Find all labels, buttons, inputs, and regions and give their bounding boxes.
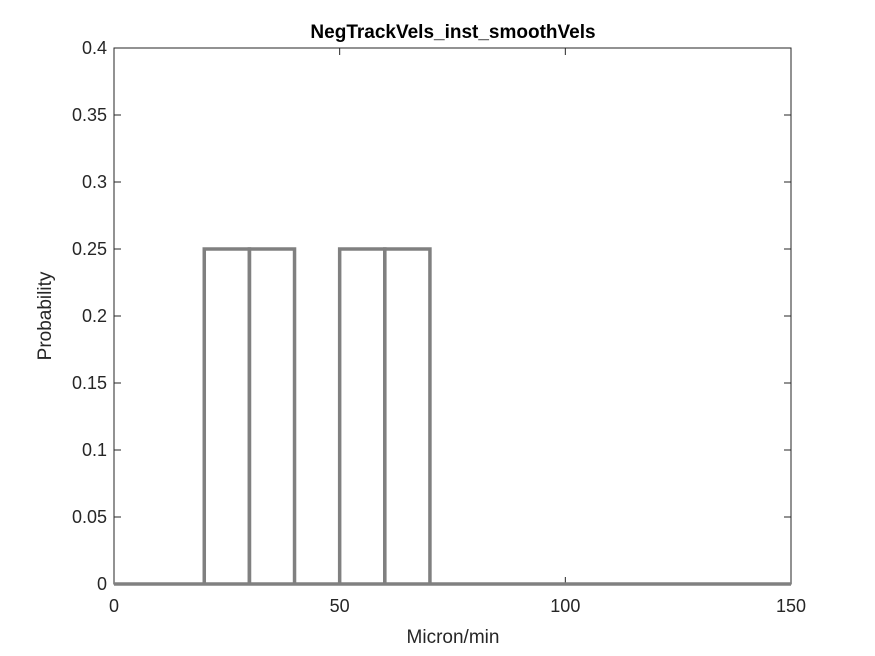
y-tick-label: 0.15 bbox=[72, 373, 107, 393]
x-tick-label: 50 bbox=[330, 596, 350, 616]
y-tick-label: 0.3 bbox=[82, 172, 107, 192]
y-tick-label: 0.25 bbox=[72, 239, 107, 259]
y-tick-label: 0.35 bbox=[72, 105, 107, 125]
x-tick-label: 150 bbox=[776, 596, 806, 616]
histogram-bar bbox=[383, 247, 432, 584]
y-tick-label: 0.2 bbox=[82, 306, 107, 326]
x-axis-label: Micron/min bbox=[407, 627, 500, 648]
x-tick-label: 100 bbox=[550, 596, 580, 616]
y-tick-label: 0.05 bbox=[72, 507, 107, 527]
chart-title: NegTrackVels_inst_smoothVels bbox=[310, 22, 595, 43]
plot-area: 0 50 100 150 0 0.05 0.1 0.15 0.2 0.25 0.3 0.35 0.4 bbox=[72, 38, 806, 616]
y-tick-label: 0 bbox=[97, 574, 107, 594]
histogram-bar bbox=[247, 247, 297, 584]
y-axis-label: Probability bbox=[35, 271, 56, 360]
x-tick-label: 0 bbox=[109, 596, 119, 616]
y-tick-label: 0.4 bbox=[82, 38, 107, 58]
y-tick-label: 0.1 bbox=[82, 440, 107, 460]
